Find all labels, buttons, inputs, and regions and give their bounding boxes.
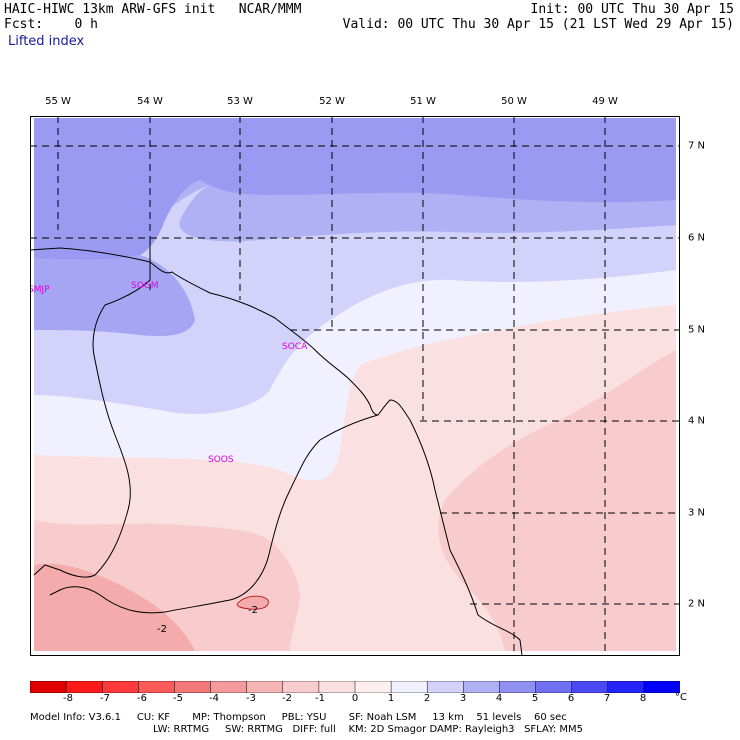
- header-model-title: HAIC-HIWC 13km ARW-GFS init NCAR/MMM: [4, 2, 302, 17]
- footer-model-info: Model Info: V3.6.1 CU: KF MP: Thompson P…: [30, 712, 567, 723]
- colorbar-swatch: [499, 681, 537, 693]
- field-title: Lifted index: [8, 34, 85, 49]
- colorbar-swatch: [390, 681, 428, 693]
- colorbar-label: -5: [173, 693, 183, 704]
- colorbar-label: 4: [495, 693, 503, 704]
- colorbar-swatch: [282, 681, 320, 693]
- colorbar-label: -7: [100, 693, 110, 704]
- colorbar-label: -6: [137, 693, 147, 704]
- station-label: SOGM: [131, 281, 159, 291]
- header-forecast-hour: Fcst: 0 h: [4, 17, 98, 32]
- lon-label: 55 W: [45, 96, 71, 107]
- colorbar-label: 2: [423, 693, 431, 704]
- header-valid-time: Valid: 00 UTC Thu 30 Apr 15 (21 LST Wed …: [342, 17, 734, 32]
- lifted-index-map: SMJP SOGM SOCA SOOS -2 -2: [30, 116, 680, 656]
- lat-label: 2 N: [688, 598, 706, 610]
- colorbar-swatch: [246, 681, 284, 693]
- colorbar-swatch: [607, 681, 645, 693]
- colorbar-swatch: [571, 681, 609, 693]
- lon-label: 49 W: [592, 96, 618, 107]
- colorbar-label: 0: [351, 693, 359, 704]
- colorbar-swatch: [138, 681, 176, 693]
- contour-minus2: [236, 595, 269, 610]
- colorbar: [30, 681, 680, 693]
- header-init-time: Init: 00 UTC Thu 30 Apr 15: [530, 2, 735, 17]
- colorbar-swatch: [30, 681, 67, 693]
- lat-label: 3 N: [688, 507, 706, 519]
- lat-label: 7 N: [688, 140, 706, 152]
- lat-label: 6 N: [688, 232, 706, 244]
- colorbar-swatch: [65, 681, 103, 693]
- colorbar-label: -3: [246, 693, 256, 704]
- contour-label: -2: [248, 605, 258, 616]
- lat-label: 5 N: [688, 324, 706, 336]
- colorbar-label: -4: [209, 693, 219, 704]
- lon-label: 51 W: [410, 96, 436, 107]
- colorbar-swatch: [354, 681, 392, 693]
- lat-label: 4 N: [688, 415, 706, 427]
- colorbar-label: -8: [63, 693, 73, 704]
- station-label: SMJP: [30, 285, 50, 295]
- colorbar-swatch: [463, 681, 501, 693]
- colorbar-swatch: [426, 681, 465, 693]
- colorbar-label: 8: [639, 693, 647, 704]
- lon-label: 50 W: [501, 96, 527, 107]
- field-band-neg2: [438, 350, 676, 651]
- field-band-pos4-lobe: [34, 255, 195, 337]
- colorbar-swatch: [210, 681, 248, 693]
- field-band-neg3: [34, 563, 195, 651]
- field-band-pos4: [34, 118, 676, 260]
- lon-label: 54 W: [137, 96, 163, 107]
- colorbar-swatch: [643, 681, 680, 693]
- map-frame: [30, 116, 680, 656]
- lon-label: 53 W: [227, 96, 253, 107]
- colorbar-label: -1: [315, 693, 325, 704]
- colorbar-swatch: [174, 681, 212, 693]
- footer-physics-info: LW: RRTMG SW: RRTMG DIFF: full KM: 2D Sm…: [153, 724, 583, 735]
- colorbar-label: 3: [459, 693, 467, 704]
- colorbar-label: 5: [531, 693, 539, 704]
- contour-label: -2: [157, 624, 167, 635]
- colorbar-swatch: [101, 681, 140, 693]
- colorbar-label: 6: [567, 693, 575, 704]
- station-label: SOOS: [208, 455, 234, 465]
- map-graticule: [30, 116, 680, 651]
- field-band-neg3-small: [237, 596, 269, 610]
- lon-label: 52 W: [319, 96, 345, 107]
- colorbar-unit: °C: [675, 692, 687, 703]
- colorbar-label: 7: [603, 693, 611, 704]
- colorbar-label: -2: [282, 693, 292, 704]
- colorbar-swatch: [318, 681, 356, 693]
- colorbar-label: 1: [387, 693, 395, 704]
- map-coastlines: [30, 240, 523, 656]
- colorbar-swatch: [535, 681, 573, 693]
- station-label: SOCA: [282, 342, 308, 352]
